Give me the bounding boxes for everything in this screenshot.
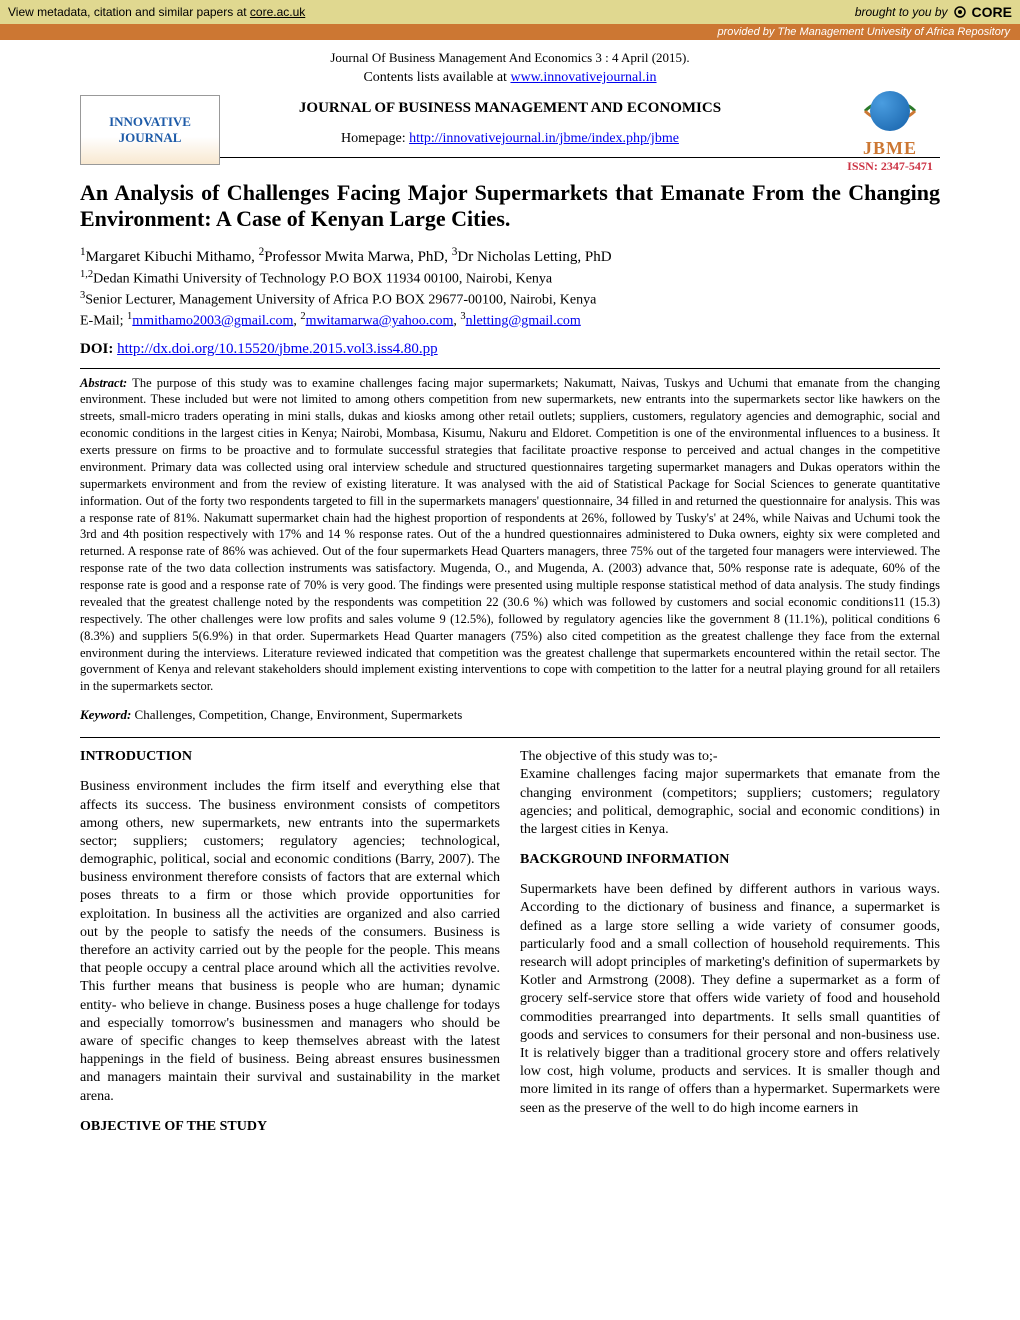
affil1-sup: 1,2 xyxy=(80,269,93,280)
innovative-journal-logo: INNOVATIVE JOURNAL xyxy=(80,95,220,165)
abstract-text: The purpose of this study was to examine… xyxy=(80,376,940,694)
authors-line: 1Margaret Kibuchi Mithamo, 2Professor Mw… xyxy=(80,246,940,266)
doi-label: DOI: xyxy=(80,341,117,357)
homepage-link[interactable]: http://innovativejournal.in/jbme/index.p… xyxy=(409,131,679,146)
journal-reference: Journal Of Business Management And Econo… xyxy=(80,50,940,66)
author1: Margaret Kibuchi Mithamo, xyxy=(86,249,259,265)
metadata-bar: View metadata, citation and similar pape… xyxy=(0,0,1020,24)
article-content: An Analysis of Challenges Facing Major S… xyxy=(0,158,1020,1156)
keywords-text: Challenges, Competition, Change, Environ… xyxy=(135,707,463,722)
metadata-text: View metadata, citation and similar pape… xyxy=(8,5,250,19)
background-text: Supermarkets have been defined by differ… xyxy=(520,881,940,1117)
issn-text: ISSN: 2347-5471 xyxy=(847,159,933,174)
contents-link[interactable]: www.innovativejournal.in xyxy=(510,70,656,85)
journal-header: Journal Of Business Management And Econo… xyxy=(0,40,1020,157)
core-icon xyxy=(952,4,968,20)
left-column: INTRODUCTION Business environment includ… xyxy=(80,748,500,1136)
right-column: The objective of this study was to;- Exa… xyxy=(520,748,940,1136)
email2-link[interactable]: mwitamarwa@yahoo.com xyxy=(306,313,454,328)
affiliations: 1,2Dedan Kimathi University of Technolog… xyxy=(80,268,940,331)
abstract-label: Abstract: xyxy=(80,376,127,390)
affil2: Senior Lecturer, Management University o… xyxy=(85,293,596,308)
logo-line2: JOURNAL xyxy=(119,130,182,146)
contents-line: Contents lists available at www.innovati… xyxy=(80,70,940,86)
logo-line1: INNOVATIVE xyxy=(109,114,191,130)
jbme-logo: JBME ISSN: 2347-5471 xyxy=(840,85,940,175)
keywords-line: Keyword: Challenges, Competition, Change… xyxy=(80,707,940,723)
jbme-text: JBME xyxy=(863,138,917,159)
body-columns: INTRODUCTION Business environment includ… xyxy=(80,748,940,1136)
metadata-left: View metadata, citation and similar pape… xyxy=(8,5,305,19)
abstract-divider-bottom xyxy=(80,737,940,738)
provided-by-text: provided by xyxy=(718,26,778,38)
abstract-divider-top xyxy=(80,368,940,369)
core-link[interactable]: core.ac.uk xyxy=(250,5,305,19)
email-label: E-Mail; xyxy=(80,313,127,328)
article-title: An Analysis of Challenges Facing Major S… xyxy=(80,180,940,232)
repository-bar: provided by The Management Univesity of … xyxy=(0,24,1020,40)
intro-text: Business environment includes the firm i… xyxy=(80,778,500,1105)
repo-name: The Management Univesity of Africa Repos… xyxy=(777,26,1010,38)
doi-link[interactable]: http://dx.doi.org/10.15520/jbme.2015.vol… xyxy=(117,341,438,357)
objective-text: Examine challenges facing major supermar… xyxy=(520,766,940,839)
jbme-globe-icon xyxy=(860,86,920,136)
email1-link[interactable]: mmithamo2003@gmail.com xyxy=(132,313,293,328)
metadata-right: brought to you by CORE xyxy=(855,4,1012,20)
brought-by-text: brought to you by xyxy=(855,5,948,19)
affil1: Dedan Kimathi University of Technology P… xyxy=(93,272,552,287)
homepage-label: Homepage: xyxy=(341,131,409,146)
intro-heading: INTRODUCTION xyxy=(80,748,500,766)
background-heading: BACKGROUND INFORMATION xyxy=(520,851,940,869)
objective-heading: OBJECTIVE OF THE STUDY xyxy=(80,1118,500,1136)
author3: Dr Nicholas Letting, PhD xyxy=(457,249,611,265)
author2: Professor Mwita Marwa, PhD, xyxy=(264,249,451,265)
doi-line: DOI: http://dx.doi.org/10.15520/jbme.201… xyxy=(80,341,940,358)
keywords-label: Keyword: xyxy=(80,707,135,722)
abstract-block: Abstract: The purpose of this study was … xyxy=(80,375,940,696)
core-logo-text: CORE xyxy=(972,4,1012,20)
email3-link[interactable]: nletting@gmail.com xyxy=(466,313,581,328)
objective-intro: The objective of this study was to;- xyxy=(520,748,940,766)
contents-label: Contents lists available at xyxy=(363,70,510,85)
